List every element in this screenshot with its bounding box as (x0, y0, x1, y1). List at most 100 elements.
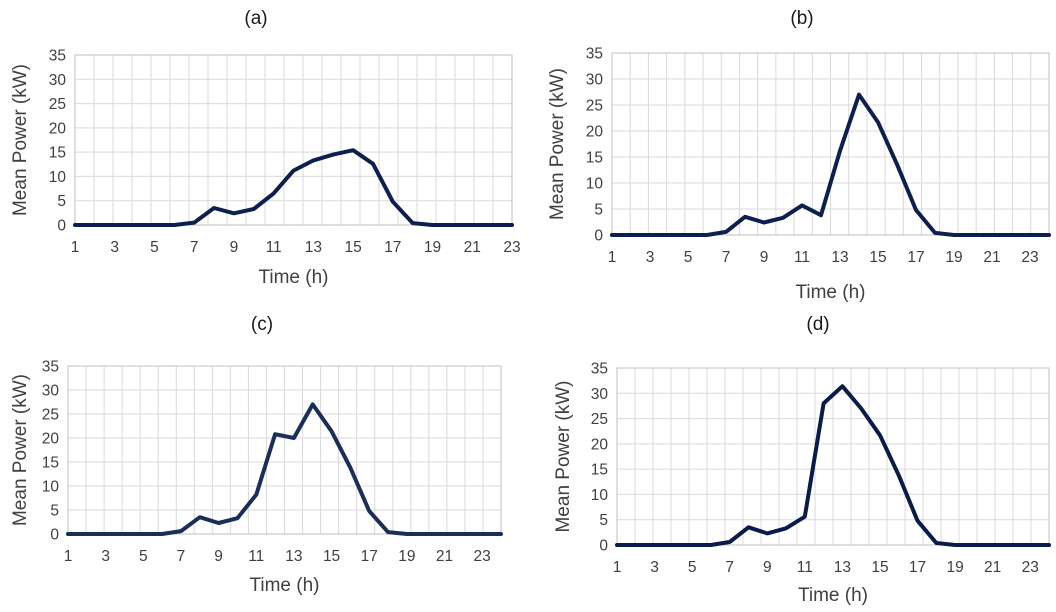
y-tick-label: 20 (586, 124, 604, 141)
x-axis-title: Time (h) (249, 575, 319, 596)
x-tick-label: 23 (1021, 249, 1038, 266)
y-tick-label: 0 (594, 228, 603, 245)
y-tick-label: 30 (49, 72, 67, 89)
x-tick-label: 19 (945, 249, 962, 266)
x-tick-label: 5 (684, 249, 693, 266)
y-tick-label: 25 (591, 411, 608, 428)
x-tick-label: 21 (436, 548, 453, 565)
y-tick-label: 35 (591, 361, 608, 378)
y-tick-label: 15 (42, 455, 59, 472)
mean-power-line (66, 402, 503, 536)
y-tick-label: 30 (42, 383, 60, 400)
x-tick-label: 7 (177, 548, 186, 565)
y-tick-label: 25 (586, 98, 603, 115)
y-tick-label: 10 (49, 169, 67, 186)
y-tick-label: 30 (586, 72, 604, 89)
y-tick-label: 10 (586, 176, 604, 193)
x-tick-label: 19 (398, 548, 415, 565)
panel-label: (d) (806, 314, 829, 335)
x-tick-label: 9 (763, 559, 772, 576)
x-tick-label: 7 (722, 249, 731, 266)
panel-label: (c) (251, 314, 273, 335)
y-tick-label: 15 (49, 145, 66, 162)
x-tick-label: 3 (101, 548, 110, 565)
y-tick-label: 20 (42, 431, 60, 448)
y-tick-label: 0 (57, 218, 66, 235)
x-tick-label: 13 (305, 239, 322, 256)
x-tick-label: 21 (464, 239, 481, 256)
x-tick-label: 1 (613, 559, 622, 576)
x-axis-title: Time (h) (795, 282, 865, 303)
y-tick-label: 25 (49, 96, 66, 113)
y-axis-title: Mean Power (kW) (10, 374, 31, 526)
x-tick-label: 13 (831, 249, 848, 266)
y-tick-label: 5 (594, 202, 603, 219)
panel-label: (a) (244, 8, 267, 29)
x-tick-label: 9 (230, 239, 239, 256)
x-tick-label: 5 (139, 548, 148, 565)
y-tick-label: 5 (599, 512, 608, 529)
x-tick-label: 11 (797, 559, 813, 576)
x-tick-label: 3 (110, 239, 119, 256)
x-tick-label: 1 (71, 239, 80, 256)
x-tick-label: 9 (214, 548, 223, 565)
x-tick-label: 23 (474, 548, 491, 565)
y-tick-label: 35 (586, 46, 603, 63)
y-tick-label: 35 (42, 359, 59, 376)
x-tick-label: 23 (503, 239, 520, 256)
x-tick-label: 19 (946, 559, 963, 576)
y-tick-label: 15 (586, 150, 603, 167)
x-tick-label: 17 (361, 548, 378, 565)
panel-label: (b) (790, 8, 813, 29)
y-tick-label: 0 (50, 527, 59, 544)
plot-area-frame (67, 365, 502, 535)
y-tick-label: 5 (57, 193, 66, 210)
x-tick-label: 3 (650, 559, 659, 576)
x-tick-label: 1 (608, 249, 617, 266)
y-tick-label: 20 (49, 120, 67, 137)
mean-power-line (610, 92, 1051, 237)
x-tick-label: 3 (646, 249, 655, 266)
y-tick-label: 15 (591, 462, 608, 479)
x-tick-label: 17 (907, 249, 924, 266)
x-tick-label: 7 (725, 559, 734, 576)
y-axis-title: Mean Power (kW) (10, 64, 31, 216)
x-tick-label: 11 (266, 239, 282, 256)
x-tick-label: 5 (150, 239, 159, 256)
x-tick-label: 5 (688, 559, 697, 576)
x-axis-title: Time (h) (798, 585, 868, 606)
plot-area-frame (74, 54, 513, 226)
y-tick-label: 10 (42, 479, 60, 496)
y-tick-label: 25 (42, 407, 59, 424)
x-tick-label: 23 (1022, 559, 1039, 576)
x-tick-label: 15 (323, 548, 340, 565)
y-tick-label: 30 (591, 386, 609, 403)
x-tick-label: 13 (834, 559, 851, 576)
y-tick-label: 20 (591, 436, 609, 453)
mean-power-line (73, 148, 514, 227)
x-tick-label: 9 (760, 249, 769, 266)
mean-power-line (615, 384, 1051, 547)
plot-area-frame (611, 52, 1050, 236)
x-tick-label: 17 (909, 559, 926, 576)
y-tick-label: 5 (50, 503, 59, 520)
x-tick-label: 1 (64, 548, 73, 565)
x-tick-label: 19 (424, 239, 441, 256)
x-tick-label: 11 (248, 548, 264, 565)
y-tick-label: 10 (591, 487, 609, 504)
y-tick-label: 0 (599, 538, 608, 555)
x-tick-label: 17 (384, 239, 401, 256)
x-tick-label: 7 (190, 239, 199, 256)
x-tick-label: 15 (871, 559, 888, 576)
y-axis-title: Mean Power (kW) (553, 380, 574, 532)
x-tick-label: 21 (984, 559, 1001, 576)
x-axis-title: Time (h) (258, 267, 328, 288)
x-tick-label: 15 (344, 239, 361, 256)
y-tick-label: 35 (49, 48, 66, 65)
plot-area-frame (616, 367, 1050, 546)
